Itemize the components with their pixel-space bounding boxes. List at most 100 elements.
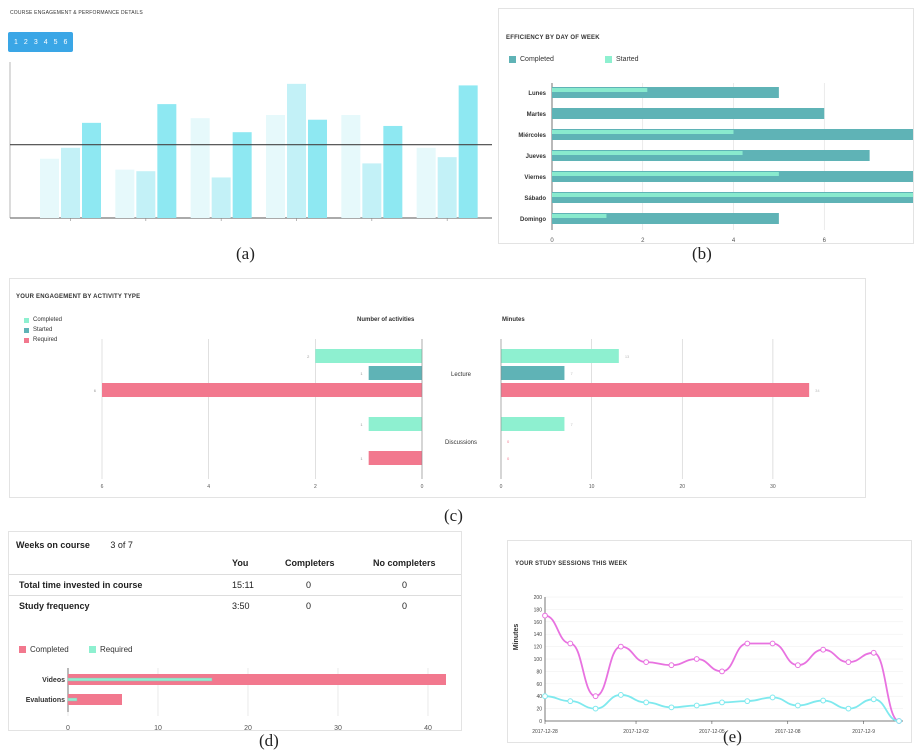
category-label: Lecture (451, 372, 472, 378)
x-tick-label: 0 (421, 484, 424, 490)
data-point (744, 698, 751, 705)
legend-c-required-label: Required (33, 337, 58, 343)
bar-required (67, 697, 78, 702)
row-label: Total time invested in course (19, 580, 143, 590)
legend-started-swatch (605, 56, 612, 63)
bar (458, 85, 478, 219)
column-completers: Completers (285, 558, 335, 568)
x-tick-label: 0 (66, 725, 70, 731)
x-tick-label: 2 (641, 238, 645, 244)
bar-started (552, 151, 743, 155)
data-point (592, 705, 599, 712)
data-point (567, 640, 574, 647)
data-point (769, 694, 776, 701)
y-tick-label: Miércoles (518, 133, 546, 139)
row-no-completers: 0 (402, 580, 408, 590)
caption-e: (e) (723, 727, 742, 746)
data-point (693, 656, 700, 662)
legend-completed-label: Completed (520, 56, 554, 63)
data-point (668, 704, 675, 711)
category-label: Discussions (445, 440, 477, 446)
bar-left (315, 349, 422, 363)
bar (157, 104, 177, 218)
data-point (870, 696, 877, 703)
y-tick-label: Martes (527, 112, 547, 118)
legend-started-label: Started (616, 56, 639, 63)
bar-left-label: 1 (360, 371, 363, 376)
page-1-button[interactable]: 1 (14, 38, 18, 46)
bar-started (552, 193, 913, 197)
page-2-button[interactable]: 2 (23, 38, 28, 46)
x-tick-label: 0 (550, 238, 554, 244)
x-tick-label: 30 (770, 484, 776, 490)
data-point (542, 693, 548, 700)
pagination: 1 2 3 4 5 6 (8, 32, 74, 52)
data-point (643, 699, 650, 706)
legend-d-completed[interactable]: Completed (19, 645, 69, 654)
legend-completed[interactable]: Completed (509, 56, 554, 63)
data-point (592, 693, 599, 700)
legend-started[interactable]: Started (605, 56, 639, 63)
panel-course-engagement: COURSE ENGAGEMENT & PERFORMANCE DETAILS … (0, 0, 498, 242)
data-point (794, 702, 801, 709)
legend-c-completed[interactable]: Completed (24, 317, 62, 323)
legend-c-required[interactable]: Required (24, 337, 57, 343)
bar (211, 177, 231, 218)
x-tick-label: 10 (154, 725, 162, 731)
x-tick-label: 20 (244, 725, 252, 731)
page-3-button[interactable]: 3 (33, 38, 38, 46)
weeks-on-course: Weeks on course 3 of 7 (16, 540, 133, 550)
x-tick-label: 2017-12-9 (852, 729, 875, 735)
table-row: Total time invested in course 15:11 0 0 (9, 574, 461, 595)
legend-c-started-label: Started (33, 327, 53, 333)
y-axis-label: Minutes (513, 624, 520, 651)
chart-a (9, 62, 492, 221)
bar-right (501, 417, 565, 431)
legend-d-required-label: Required (100, 645, 133, 654)
data-point (845, 659, 852, 665)
bar-right (501, 366, 565, 380)
data-point (693, 702, 700, 709)
header-minutes: Minutes (502, 317, 525, 323)
bar-left (368, 451, 422, 465)
bar-completed (552, 150, 870, 161)
bar-started (552, 130, 734, 134)
bar (136, 171, 156, 218)
bar (308, 119, 327, 218)
legend-c-started[interactable]: Started (24, 327, 52, 333)
bar (82, 122, 101, 218)
panel-b-title: EFFICIENCY BY DAY OF WEEK (506, 35, 600, 41)
y-tick-label: Lunes (528, 91, 546, 97)
panel-activity-type: YOUR ENGAGEMENT BY ACTIVITY TYPE Complet… (9, 278, 866, 498)
bar-started (552, 172, 779, 176)
page-4-button[interactable]: 4 (43, 38, 48, 46)
data-point (820, 646, 827, 653)
page-6-button[interactable]: 6 (63, 38, 68, 46)
bar (190, 118, 210, 218)
y-tick-label: 0 (539, 719, 542, 725)
y-tick-label: Videos (42, 677, 65, 684)
bar-required (67, 677, 213, 682)
bar-right (501, 383, 810, 397)
row-you: 15:11 (232, 580, 254, 590)
y-tick-label: 140 (534, 632, 543, 638)
y-tick-label: 60 (536, 682, 542, 688)
column-you: You (232, 558, 249, 568)
chart-d: 0 10 20 30 40 Videos Evaluations (26, 668, 446, 731)
data-point (542, 612, 548, 619)
bar-left (368, 366, 422, 380)
row-you: 3:50 (232, 601, 250, 611)
row-label: Study frequency (19, 601, 90, 611)
legend-d-required[interactable]: Required (89, 645, 132, 654)
data-point (769, 640, 776, 647)
legend-d-required-swatch (89, 646, 96, 653)
x-tick-label: 2017-12-28 (532, 729, 558, 735)
page-5-button[interactable]: 5 (53, 38, 58, 46)
y-tick-label: 200 (534, 595, 543, 601)
y-tick-label: 100 (534, 657, 543, 663)
data-point (719, 668, 725, 675)
y-tick-label: 80 (536, 669, 542, 675)
legend-d-completed-swatch (19, 646, 26, 653)
row-completers: 0 (306, 580, 312, 590)
bar (232, 132, 252, 218)
